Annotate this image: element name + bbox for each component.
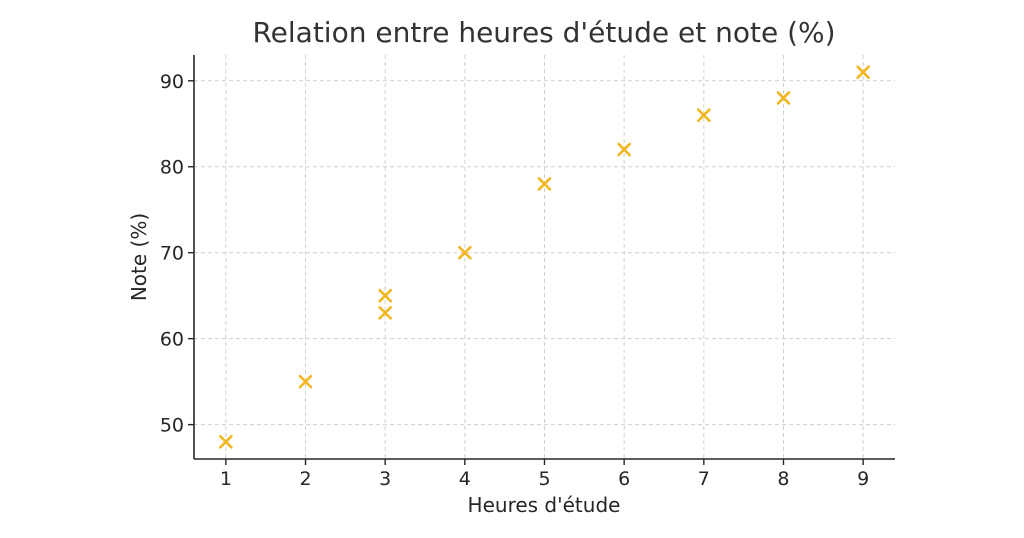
data-point	[378, 306, 392, 320]
y-tick-label: 80	[160, 157, 184, 179]
x-tick-label: 9	[857, 468, 869, 490]
y-tick-label: 70	[160, 243, 184, 265]
data-point	[776, 91, 791, 105]
chart-title: Relation entre heures d'étude et note (%…	[252, 16, 835, 49]
data-point	[856, 65, 870, 79]
x-tick-label: 8	[777, 468, 789, 490]
data-point	[697, 108, 711, 122]
y-tick-label: 60	[160, 329, 184, 351]
data-point	[378, 288, 392, 303]
data-point	[219, 435, 233, 449]
x-tick-label: 5	[538, 468, 550, 490]
x-tick-label: 4	[459, 468, 471, 490]
grid	[194, 55, 895, 459]
data-point	[458, 245, 472, 260]
x-tick-label: 6	[618, 468, 630, 490]
x-tick-label: 7	[698, 468, 710, 490]
x-tick-label: 1	[220, 468, 232, 490]
y-axis-label: Note (%)	[127, 213, 151, 301]
x-tick-label: 2	[299, 468, 311, 490]
x-tick-label: 3	[379, 468, 391, 490]
y-tick-label: 90	[160, 71, 184, 93]
data-point	[537, 177, 552, 191]
data-point	[298, 374, 313, 389]
y-tick-label: 50	[160, 415, 184, 437]
y-ticks: 50 60 70 80 90	[160, 71, 194, 437]
x-ticks: 1 2 3 4 5 6 7 8 9	[220, 459, 869, 490]
data-points	[219, 65, 870, 449]
data-point	[617, 142, 631, 157]
x-axis-label: Heures d'étude	[468, 493, 621, 517]
